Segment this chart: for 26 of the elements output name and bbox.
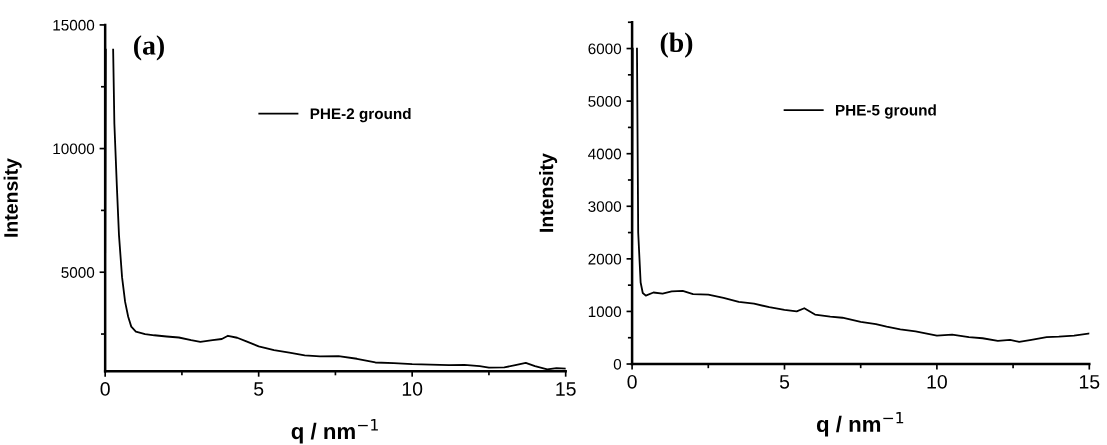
y-tick-label: 4000 xyxy=(588,148,622,160)
y-axis-title: Intensity xyxy=(3,158,22,237)
x-tick-label: 15 xyxy=(556,382,576,396)
x-tick-label: 5 xyxy=(254,382,264,396)
y-tick-label: 3000 xyxy=(588,201,622,212)
x-tick-label: 10 xyxy=(927,374,947,389)
x-tick-label: 10 xyxy=(402,382,423,396)
legend-label: PHE-2 ground xyxy=(310,107,411,123)
y-axis-title: Intensity xyxy=(539,153,558,232)
y-tick-label: 2000 xyxy=(588,253,622,265)
y-tick-label: 1000 xyxy=(588,306,622,318)
y-tick-label: 6000 xyxy=(588,43,622,55)
x-tick-label: 0 xyxy=(627,374,637,389)
annotation: (a) xyxy=(134,35,164,61)
y-tick-label: 10000 xyxy=(53,143,95,155)
y-tick-label: 15000 xyxy=(53,19,95,31)
x-axis-title: q / nm$^{−1}$ xyxy=(816,412,904,437)
y-tick-label: 0 xyxy=(613,358,622,370)
annotation: (b) xyxy=(660,32,693,58)
x-tick-label: 5 xyxy=(779,375,790,389)
x-tick-label: 0 xyxy=(100,382,110,396)
x-axis-title: q / nm$^{−1}$ xyxy=(291,419,378,444)
legend-label: PHE-5 ground xyxy=(836,104,936,119)
x-tick-label: 15 xyxy=(1079,375,1100,389)
y-tick-label: 5000 xyxy=(588,95,622,107)
y-tick-label: 5000 xyxy=(61,267,95,278)
